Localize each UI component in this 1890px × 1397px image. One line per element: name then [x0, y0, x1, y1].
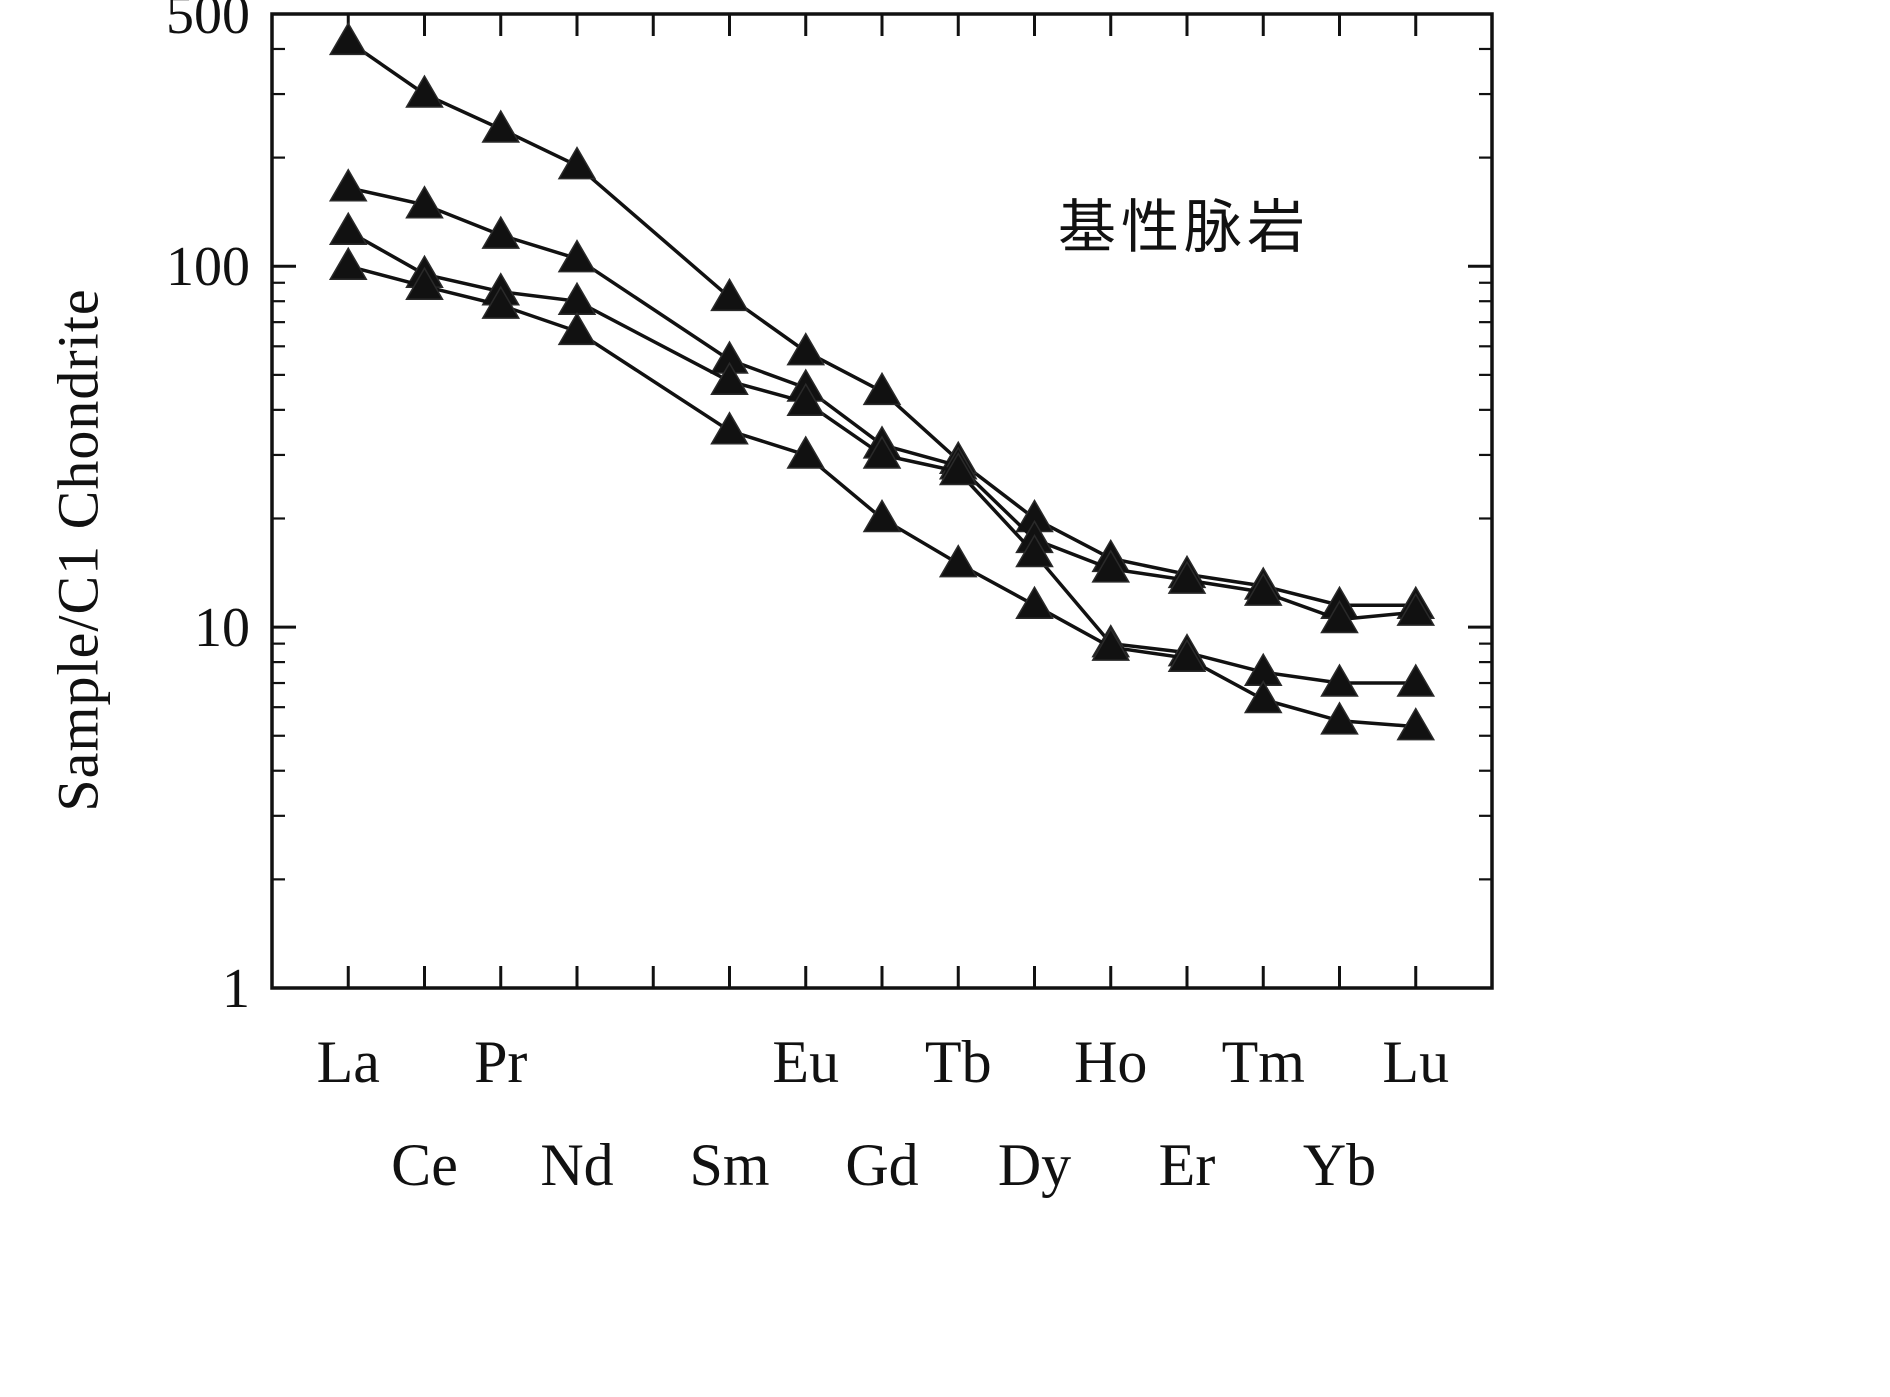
triangle-marker	[1167, 560, 1207, 594]
x-tick-label-Lu: Lu	[1382, 1029, 1449, 1095]
triangle-marker	[557, 311, 597, 346]
triangle-marker	[1320, 701, 1359, 735]
triangle-marker	[405, 74, 444, 108]
y-tick-labels: 500 100 10 1	[166, 0, 250, 1020]
triangle-marker	[1396, 663, 1436, 697]
y-tick-label: 10	[194, 597, 250, 659]
triangle-marker	[862, 498, 902, 533]
triangle-marker	[862, 435, 902, 469]
triangle-marker	[862, 371, 902, 406]
triangle-marker	[557, 146, 597, 180]
triangle-marker	[1015, 533, 1054, 568]
triangle-marker	[328, 168, 368, 202]
triangle-marker	[786, 435, 826, 469]
data-series-series-3	[328, 211, 1436, 697]
triangle-marker	[481, 285, 521, 319]
x-tick-label-La: La	[317, 1029, 380, 1095]
triangle-marker	[481, 215, 521, 249]
triangle-marker	[328, 246, 368, 280]
x-tick-label-Sm: Sm	[689, 1132, 769, 1198]
series-line	[347, 264, 1416, 729]
x-tick-label-Ce: Ce	[391, 1132, 458, 1198]
triangle-marker	[1243, 572, 1283, 606]
x-tick-label-Ho: Ho	[1074, 1029, 1147, 1095]
triangle-marker	[328, 21, 368, 56]
triangle-marker	[1396, 707, 1436, 741]
y-tick-label: 100	[166, 236, 250, 298]
triangle-marker	[405, 266, 444, 301]
triangle-marker	[710, 411, 749, 445]
triangle-marker	[786, 382, 826, 416]
x-tick-label-Tb: Tb	[925, 1029, 992, 1095]
triangle-marker	[1015, 585, 1054, 619]
y-axis-ticks	[272, 12, 1492, 990]
x-tick-label-Eu: Eu	[772, 1029, 839, 1095]
triangle-marker	[1091, 627, 1131, 661]
x-tick-label-Pr: Pr	[474, 1029, 527, 1095]
triangle-marker	[1320, 599, 1359, 634]
x-tick-label-Tm: Tm	[1222, 1029, 1305, 1095]
y-tick-label: 1	[222, 958, 250, 1020]
y-tick-label: 500	[166, 0, 250, 46]
triangle-marker	[938, 544, 978, 578]
x-tick-label-Yb: Yb	[1303, 1132, 1376, 1198]
triangle-marker	[1396, 592, 1436, 626]
triangle-marker	[481, 109, 521, 143]
triangle-marker	[405, 185, 444, 219]
series-line	[347, 229, 1416, 685]
y-axis-title: Sample/C1 Chondrite	[45, 288, 111, 812]
x-tick-label-Er: Er	[1159, 1132, 1216, 1198]
x-tick-label-Nd: Nd	[540, 1132, 613, 1198]
data-series-series-4	[328, 246, 1436, 741]
x-tick-label-Dy: Dy	[998, 1132, 1071, 1198]
triangle-marker	[710, 361, 749, 396]
triangle-marker	[1167, 638, 1207, 672]
x-tick-label-Gd: Gd	[845, 1132, 918, 1198]
chart-annotation: 基性脉岩	[1058, 195, 1311, 260]
triangle-marker	[557, 239, 597, 273]
triangle-marker	[1243, 680, 1283, 714]
triangle-marker	[786, 332, 826, 366]
triangle-marker	[710, 277, 749, 312]
x-axis-ticks	[346, 14, 1418, 988]
triangle-marker	[938, 451, 978, 486]
triangle-marker	[1320, 663, 1359, 697]
triangle-marker	[328, 211, 368, 246]
triangle-marker	[1091, 549, 1131, 583]
